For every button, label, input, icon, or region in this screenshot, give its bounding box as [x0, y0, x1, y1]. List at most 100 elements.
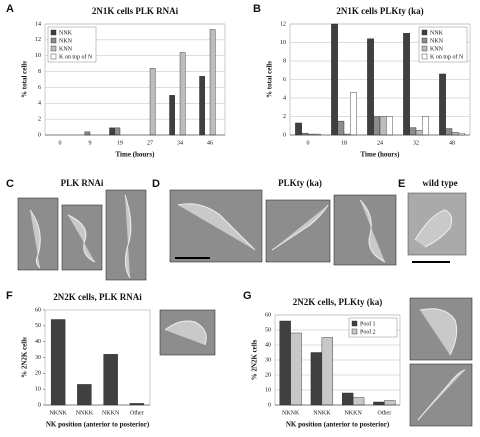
panel-letter: D: [152, 178, 160, 190]
bar: [409, 127, 417, 136]
y-axis-label: % total cells: [266, 61, 274, 98]
legend-box: [348, 317, 398, 338]
micrographs: [17, 189, 473, 427]
bar: [379, 116, 387, 136]
x-axis-label: NK position (anterior to posterior): [46, 421, 150, 429]
x-tick-label: 24: [377, 140, 383, 146]
bar: [114, 127, 121, 136]
bar: [439, 73, 446, 136]
legend-swatch: [50, 45, 57, 52]
bar: [290, 332, 302, 406]
y-tick-label: 8: [283, 58, 286, 64]
legend-label: Pool 1: [360, 321, 376, 327]
x-tick-label: NNKK: [76, 410, 94, 416]
cell: [417, 369, 466, 421]
x-tick-label: Other: [130, 410, 144, 416]
bar: [179, 52, 186, 136]
bar: [169, 95, 175, 136]
legend-label: NKN: [430, 38, 444, 44]
x-tick-label: 32: [413, 140, 419, 146]
legend-swatch: [50, 29, 57, 36]
legend-label: NNK: [59, 30, 73, 36]
cell: [271, 204, 329, 251]
panel-letter: E: [398, 178, 405, 190]
y-tick-label: 40: [35, 339, 41, 345]
cell: [67, 214, 96, 263]
bar: [422, 116, 429, 136]
y-axis-label: % 2N2K cells: [251, 339, 259, 380]
legend-swatch: [50, 53, 57, 60]
cell: [124, 194, 132, 279]
bar: [350, 92, 357, 136]
x-tick-label: NKKN: [102, 410, 120, 416]
bar: [373, 401, 385, 406]
legend-label: KNN: [59, 46, 73, 52]
y-axis-label: % total cells: [21, 61, 29, 98]
bar: [50, 319, 66, 406]
bar: [103, 354, 118, 406]
x-tick-label: 34: [177, 140, 183, 146]
legend-swatch: [50, 37, 57, 44]
x-tick-label: 9: [89, 140, 92, 146]
x-tick-label: 19: [117, 140, 123, 146]
y-tick-label: 0: [268, 402, 271, 408]
bar: [279, 320, 291, 406]
y-tick-label: 0: [38, 132, 41, 138]
x-tick-label: 0: [59, 140, 62, 146]
bar: [373, 116, 381, 136]
bar: [209, 29, 216, 136]
y-tick-label: 2: [283, 114, 286, 120]
legend-label: KNN: [430, 46, 444, 52]
legend-label: K on top of N: [430, 53, 464, 60]
chart-title: 2N2K cells, PLKty (ka): [293, 297, 383, 307]
bar: [415, 130, 423, 136]
legend-label: NNK: [430, 30, 444, 36]
legend-swatch: [351, 320, 358, 327]
cell: [164, 320, 207, 346]
chart-title: 2N1K cells PLKty (ka): [336, 6, 423, 16]
y-tick-label: 8: [38, 69, 41, 75]
legend-swatch: [421, 45, 428, 52]
y-tick-label: 0: [38, 402, 41, 408]
y-tick-label: 50: [265, 327, 271, 333]
bar: [331, 23, 338, 136]
bar: [451, 132, 459, 136]
image-caption: PLKty (ka): [278, 178, 322, 188]
y-tick-label: 30: [265, 357, 271, 363]
bar: [199, 76, 205, 136]
image-caption: wild type: [422, 178, 457, 188]
y-tick-label: 12: [35, 37, 41, 43]
bar: [386, 116, 393, 136]
y-tick-label: 10: [35, 387, 41, 393]
x-tick-label: 27: [147, 140, 153, 146]
bar: [384, 400, 396, 406]
y-tick-label: 4: [38, 101, 41, 107]
x-tick-label: 48: [449, 140, 455, 146]
y-tick-label: 10: [265, 387, 271, 393]
y-tick-label: 60: [265, 312, 271, 318]
chart-title: 2N2K cells, PLK RNAi: [53, 292, 142, 302]
bar: [337, 120, 345, 136]
y-tick-label: 0: [283, 132, 286, 138]
y-tick-label: 20: [35, 371, 41, 377]
legend-swatch: [351, 328, 358, 335]
bar: [445, 128, 453, 136]
cell: [359, 199, 386, 263]
x-tick-label: NKKN: [344, 410, 362, 416]
x-axis-label: NK position (anterior to posterior): [286, 421, 390, 429]
x-axis-label: Time (hours): [116, 151, 156, 159]
y-tick-label: 12: [280, 21, 286, 27]
legend-label: NKN: [59, 38, 73, 44]
cell: [177, 203, 256, 251]
chart-title: 2N1K cells PLK RNAi: [92, 6, 179, 16]
y-tick-label: 10: [280, 40, 286, 46]
image-caption: PLK RNAi: [61, 178, 104, 188]
bar: [352, 397, 365, 406]
cell: [29, 209, 41, 269]
y-axis-label: % 2N2K cells: [21, 337, 29, 378]
x-tick-label: 18: [341, 140, 347, 146]
bar: [77, 384, 92, 406]
y-tick-label: 10: [35, 53, 41, 59]
x-tick-label: 46: [207, 140, 213, 146]
